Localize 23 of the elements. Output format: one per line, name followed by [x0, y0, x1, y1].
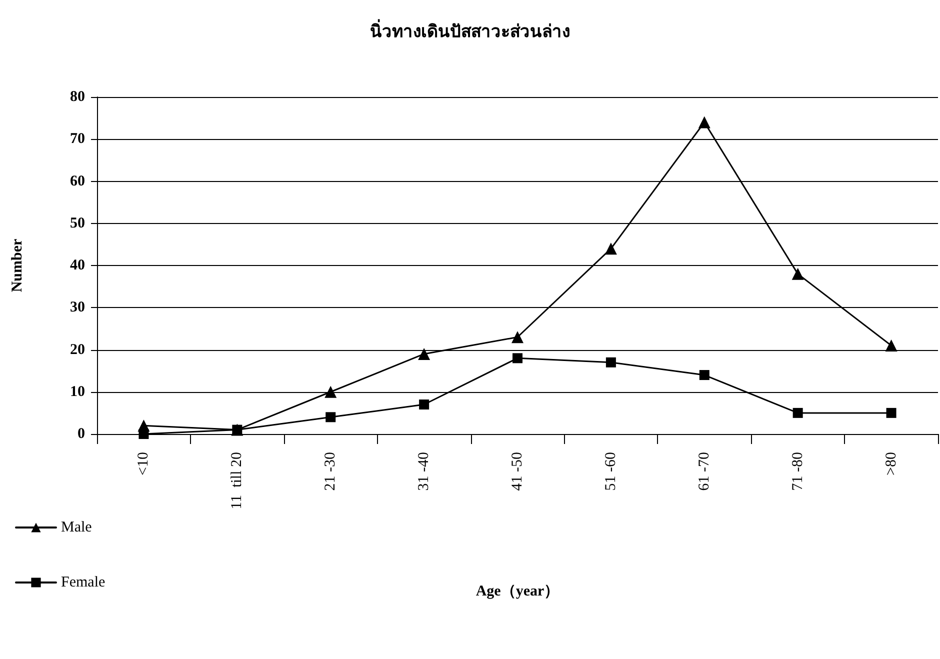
x-tick-label: 21 -30: [322, 452, 339, 491]
chart-title: นิ่วทางเดินปัสสาวะส่วนล่าง: [370, 19, 570, 41]
y-tick-label: 30: [70, 300, 85, 316]
y-tick-label: 50: [70, 215, 85, 232]
y-tick-label: 60: [70, 173, 85, 190]
x-tick-label: 11 till 20: [229, 452, 246, 510]
x-tick-label: >80: [883, 452, 900, 476]
y-tick-label: 70: [70, 131, 85, 148]
legend-label: Male: [61, 520, 92, 536]
x-tick-label: 41 -50: [510, 452, 526, 491]
y-tick-label: 80: [70, 89, 85, 105]
legend-label: Female: [61, 574, 106, 590]
y-tick-label: 10: [70, 384, 85, 400]
x-tick-label: <10: [136, 452, 152, 476]
y-tick-label: 0: [78, 426, 85, 442]
x-tick-label: 51 -60: [602, 452, 619, 491]
x-tick-label: 61 -70: [696, 452, 712, 491]
x-axis-title: Age（year）: [476, 584, 560, 600]
x-tick-label: 71 -80: [790, 452, 806, 491]
y-axis-title: Number: [10, 238, 26, 292]
y-tick-label: 40: [70, 258, 85, 274]
y-tick-label: 20: [70, 342, 85, 358]
x-tick-label: 31 -40: [416, 452, 432, 491]
